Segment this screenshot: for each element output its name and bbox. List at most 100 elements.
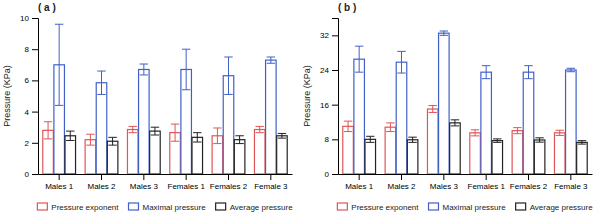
- error-bars: [355, 31, 575, 79]
- figure: 0246810Males 1Males 2Males 3Females 1Fem…: [0, 0, 600, 222]
- y-tick-mark: [32, 49, 38, 50]
- legend-item: Average pressure: [516, 203, 594, 212]
- legend-label: Maximal pressure: [143, 203, 207, 212]
- legend-item: Maximal pressure: [129, 203, 207, 212]
- error-bar: [578, 141, 586, 144]
- y-tick-label: 16: [320, 101, 329, 110]
- error-bar: [567, 68, 575, 71]
- bar: [407, 140, 418, 174]
- error-bar: [535, 138, 543, 142]
- error-bar: [440, 31, 448, 35]
- bar: [127, 130, 138, 174]
- legend-item: Pressure exponent: [337, 203, 419, 212]
- error-bar: [182, 49, 190, 90]
- y-tick: 0: [25, 170, 38, 179]
- error-bar: [171, 124, 179, 141]
- error-bar: [86, 134, 94, 145]
- plot-area: [343, 31, 587, 174]
- y-tick: 4: [25, 108, 38, 117]
- x-tick-label: Females 2: [210, 182, 248, 191]
- y-tick-mark: [32, 80, 38, 81]
- legend-swatch: [129, 203, 139, 210]
- x-tick-label: Males 1: [45, 182, 74, 191]
- error-bar: [55, 24, 63, 105]
- x-axis: Males 1Males 2Males 3Females 1Females 2F…: [39, 174, 293, 191]
- legend-item: Average pressure: [216, 203, 294, 212]
- x-tick-mark: [401, 174, 402, 180]
- bar: [234, 140, 245, 174]
- series: [365, 123, 587, 174]
- bar: [277, 136, 288, 174]
- y-axis-title: Pressure (KPa): [302, 65, 312, 127]
- error-bar: [513, 128, 521, 134]
- title: ( b ): [338, 2, 356, 13]
- y-tick-label: 2: [25, 139, 30, 148]
- error-bar: [151, 127, 159, 135]
- y-axis: 0 2 4 6 8 10: [20, 14, 38, 179]
- error-bar: [524, 66, 532, 79]
- bar: [492, 141, 503, 174]
- y-tick: 24: [320, 66, 338, 75]
- x-tick: Males 3: [430, 174, 459, 191]
- legend-swatch: [37, 203, 47, 210]
- y-axis-line: [32, 19, 39, 175]
- error-bar: [256, 126, 264, 132]
- x-tick-label: Females 1: [467, 182, 505, 191]
- x-tick: Males 2: [87, 174, 116, 191]
- x-tick: Females 1: [467, 174, 505, 191]
- y-tick: 0: [325, 170, 338, 179]
- x-tick-label: Female 3: [254, 182, 288, 191]
- legend-label: Pressure exponent: [351, 203, 419, 212]
- bar: [254, 130, 265, 174]
- error-bar: [386, 123, 394, 132]
- y-tick-mark: [32, 143, 38, 144]
- legend-swatch: [516, 203, 526, 210]
- x-tick-mark: [59, 174, 60, 180]
- legend-item: Maximal pressure: [429, 203, 507, 212]
- bar: [385, 127, 396, 174]
- y-tick-label: 8: [25, 45, 30, 54]
- x-tick-mark: [443, 174, 444, 180]
- x-tick-label: Males 2: [87, 182, 116, 191]
- legend-swatch: [429, 203, 439, 210]
- bar: [343, 126, 354, 174]
- bar: [577, 142, 588, 174]
- error-bar: [108, 137, 116, 145]
- bar: [450, 123, 461, 174]
- error-bar: [66, 131, 74, 140]
- legend-label: Pressure exponent: [51, 203, 119, 212]
- y-tick: 10: [20, 14, 38, 23]
- y-tick-mark: [32, 18, 38, 19]
- bar: [396, 62, 407, 174]
- legend-item: Pressure exponent: [37, 203, 119, 212]
- error-bar: [97, 71, 105, 94]
- error-bar: [193, 133, 201, 142]
- x-tick-label: Males 3: [430, 182, 459, 191]
- x-tick-mark: [101, 174, 102, 180]
- y-tick-label: 6: [25, 76, 30, 85]
- plot-area: [43, 24, 287, 174]
- title: ( a ): [38, 2, 56, 13]
- y-axis-title: Pressure (KPa): [2, 65, 12, 127]
- error-bars: [366, 120, 586, 144]
- legend-label: Average pressure: [230, 203, 294, 212]
- bar: [427, 109, 438, 174]
- x-tick-mark: [186, 174, 187, 180]
- chart-container: 0246810Males 1Males 2Males 3Females 1Fem…: [0, 0, 600, 222]
- x-tick: Females 1: [167, 174, 205, 191]
- error-bar: [451, 120, 459, 126]
- series: [54, 60, 276, 174]
- bar: [439, 33, 450, 174]
- y-tick: 8: [25, 45, 38, 54]
- x-tick-label: Males 2: [387, 182, 416, 191]
- y-tick: 8: [325, 135, 338, 144]
- y-tick-label: 8: [325, 135, 330, 144]
- error-bar: [429, 106, 437, 113]
- y-tick-mark: [32, 174, 38, 175]
- legend-swatch: [216, 203, 226, 210]
- legend-label: Maximal pressure: [443, 203, 507, 212]
- x-tick-label: Female 3: [554, 182, 588, 191]
- bar: [534, 140, 545, 174]
- panel: 08162432Males 1Males 2Males 3Females 1Fe…: [302, 2, 593, 212]
- x-axis: Males 1Males 2Males 3Females 1Females 2F…: [339, 174, 593, 191]
